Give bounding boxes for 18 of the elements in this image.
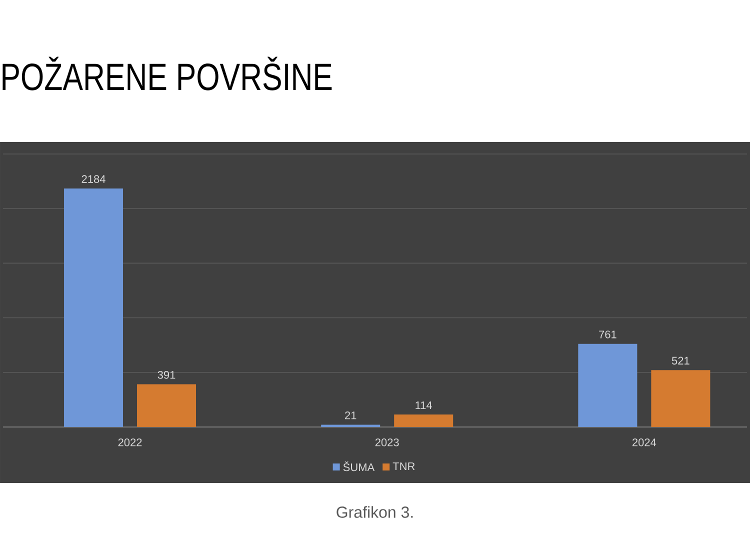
bar <box>394 414 454 427</box>
bar <box>651 370 710 427</box>
data-label: 2184 <box>82 175 106 183</box>
data-label: 21 <box>345 411 356 420</box>
legend-label: ŠUMA <box>343 461 375 472</box>
bar <box>578 344 638 427</box>
x-tick-label: 2023 <box>375 438 399 446</box>
data-label: 761 <box>599 330 616 338</box>
bar <box>64 188 124 427</box>
text: Grafikon 3. <box>336 506 413 518</box>
x-tick-label: 2024 <box>632 438 656 446</box>
data-label: 114 <box>416 401 432 410</box>
data-label: 391 <box>158 370 176 379</box>
bar <box>137 384 196 427</box>
x-tick-label: 2022 <box>118 438 142 446</box>
legend-label: TNR <box>392 462 415 470</box>
data-label: 521 <box>672 356 690 365</box>
chart-title: POŽARENE POVRŠINE <box>2 56 332 90</box>
